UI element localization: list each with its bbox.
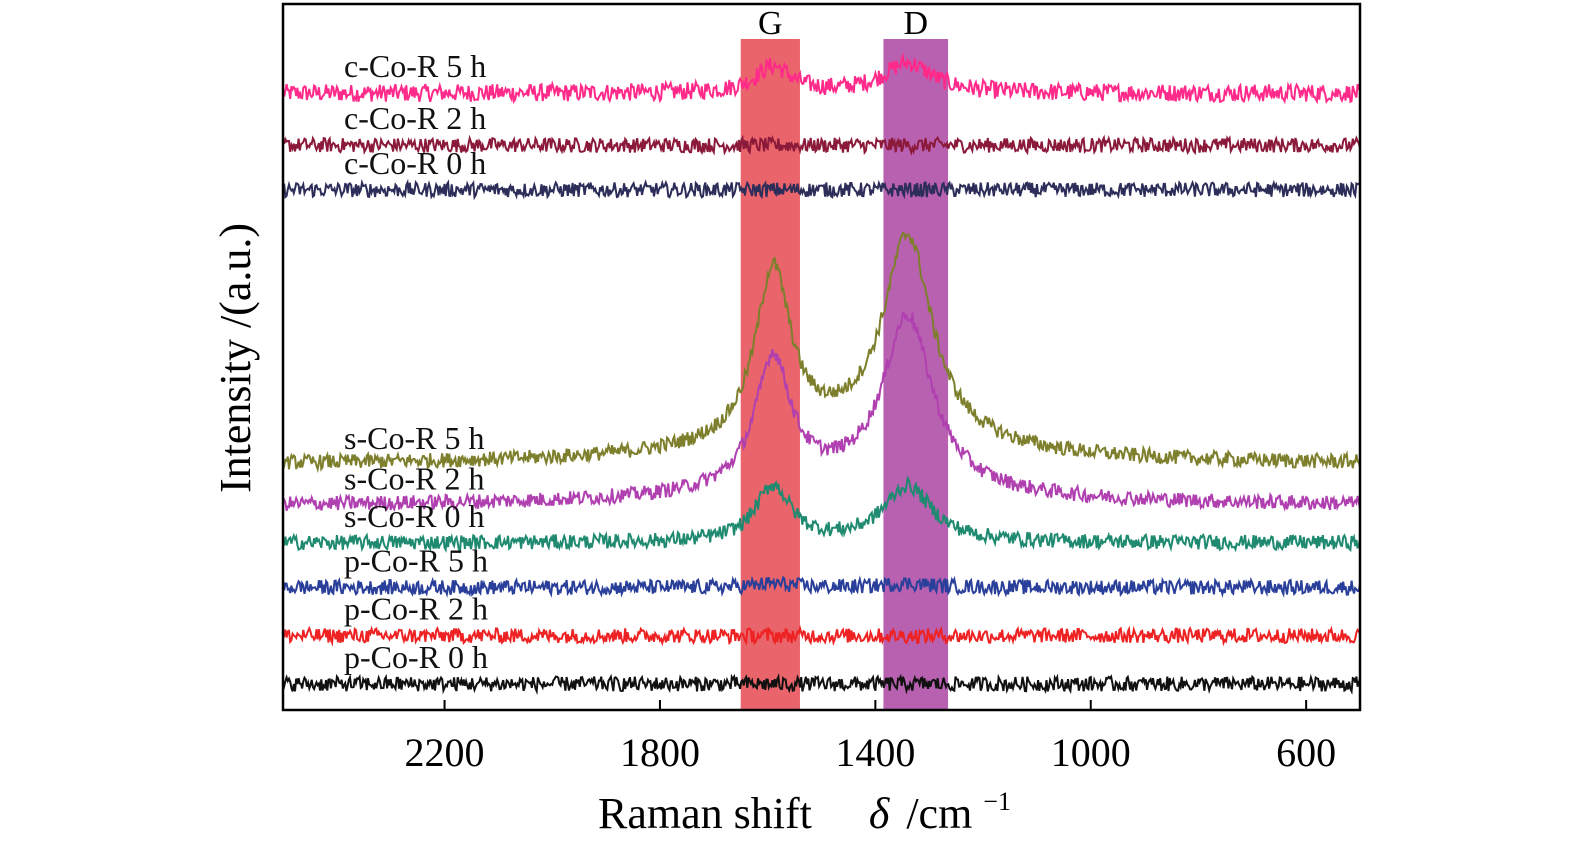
plot-frame bbox=[281, 2, 1362, 712]
series-label-8: p-Co-R 0 h bbox=[344, 639, 488, 675]
series-label-3: s-Co-R 5 h bbox=[344, 420, 484, 456]
band-label-d: D bbox=[903, 5, 928, 42]
series-label-5: s-Co-R 0 h bbox=[344, 498, 484, 534]
x-ticks: 2200 1800 1400 1000 600 bbox=[405, 700, 1336, 775]
series-line-4 bbox=[282, 310, 1361, 512]
band-label-g: G bbox=[758, 5, 783, 42]
y-axis-title: Intensity /(a.u.) bbox=[211, 223, 260, 493]
series-label-7: p-Co-R 2 h bbox=[344, 591, 488, 627]
band-d bbox=[883, 39, 949, 709]
series-labels: c-Co-R 5 h c-Co-R 2 h c-Co-R 0 h s-Co-R 5 h… bbox=[344, 48, 488, 675]
x-axis-unit-sup: −1 bbox=[983, 787, 1011, 816]
x-tick-label-2200: 2200 bbox=[405, 730, 485, 775]
series-label-2: c-Co-R 0 h bbox=[344, 145, 486, 181]
series-label-1: c-Co-R 2 h bbox=[344, 100, 486, 136]
x-axis-symbol: δ bbox=[869, 789, 891, 838]
series-line-3 bbox=[282, 231, 1361, 474]
series-line-2 bbox=[282, 178, 1361, 201]
x-tick-label-1000: 1000 bbox=[1051, 730, 1131, 775]
x-axis-title: Raman shift δ /cm −1 bbox=[598, 787, 1011, 838]
x-tick-label-600: 600 bbox=[1276, 730, 1336, 775]
series-label-6: p-Co-R 5 h bbox=[344, 542, 488, 578]
series-line-6 bbox=[282, 575, 1361, 599]
series-label-0: c-Co-R 5 h bbox=[344, 48, 486, 84]
x-axis-label: Raman shift bbox=[598, 789, 812, 838]
x-axis-unit: /cm bbox=[906, 789, 972, 838]
series-line-1 bbox=[282, 134, 1361, 156]
series-lines bbox=[282, 52, 1361, 696]
x-tick-label-1800: 1800 bbox=[620, 730, 700, 775]
series-label-4: s-Co-R 2 h bbox=[344, 461, 484, 497]
x-tick-label-1400: 1400 bbox=[835, 730, 915, 775]
series-line-0 bbox=[282, 52, 1361, 105]
series-line-7 bbox=[282, 624, 1361, 647]
series-line-8 bbox=[282, 672, 1361, 696]
series-line-5 bbox=[282, 475, 1361, 554]
